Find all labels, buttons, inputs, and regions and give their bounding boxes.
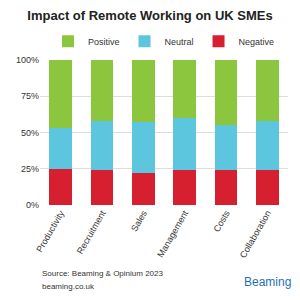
svg-text:Costs: Costs — [211, 208, 231, 233]
svg-text:75%: 75% — [21, 91, 39, 101]
svg-text:100%: 100% — [16, 55, 39, 65]
svg-text:Negative: Negative — [239, 37, 275, 47]
svg-text:Recruitment: Recruitment — [75, 208, 108, 255]
svg-text:0%: 0% — [26, 200, 39, 210]
svg-text:Management: Management — [155, 208, 190, 259]
svg-text:Collaboration: Collaboration — [238, 209, 273, 260]
svg-text:Beaming: Beaming — [244, 275, 291, 289]
svg-text:Productivity: Productivity — [34, 208, 66, 254]
svg-text:Positive: Positive — [88, 37, 120, 47]
svg-text:beaming.co.uk: beaming.co.uk — [42, 282, 95, 291]
svg-text:50%: 50% — [21, 128, 39, 138]
svg-text:Source: Beaming & Opinium 2023: Source: Beaming & Opinium 2023 — [42, 269, 164, 278]
svg-text:25%: 25% — [21, 164, 39, 174]
svg-text:Impact of Remote Working on UK: Impact of Remote Working on UK SMEs — [27, 8, 272, 23]
svg-text:Sales: Sales — [129, 208, 149, 233]
svg-text:Neutral: Neutral — [165, 37, 194, 47]
